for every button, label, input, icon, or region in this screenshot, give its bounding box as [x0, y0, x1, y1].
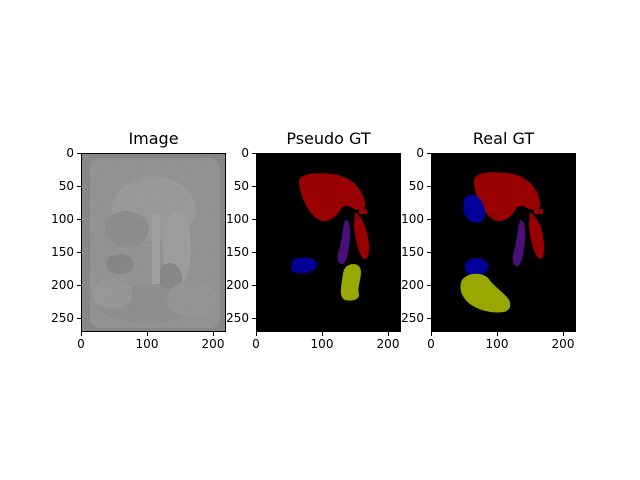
- ytick-label: 250: [51, 311, 74, 325]
- ytick-mark: [77, 285, 81, 286]
- xtick-mark: [322, 332, 323, 336]
- ct-scan-image: [82, 154, 225, 331]
- ytick-label: 100: [51, 212, 74, 226]
- real-gt-axes: [431, 153, 576, 332]
- xtick-mark: [256, 332, 257, 336]
- xtick-mark: [388, 332, 389, 336]
- ytick-label: 200: [226, 278, 249, 292]
- pseudo-gt-axes: [256, 153, 401, 332]
- ytick-label: 0: [66, 146, 74, 160]
- ytick-mark: [427, 219, 431, 220]
- ytick-mark: [252, 153, 256, 154]
- ytick-label: 0: [241, 146, 249, 160]
- blue-segment: [463, 194, 486, 223]
- ytick-mark: [77, 252, 81, 253]
- ytick-mark: [77, 318, 81, 319]
- ytick-mark: [427, 153, 431, 154]
- xtick-label: 200: [551, 337, 575, 351]
- ytick-mark: [77, 219, 81, 220]
- xtick-mark: [497, 332, 498, 336]
- panel-title-real-gt: Real GT: [472, 129, 535, 148]
- ytick-label: 150: [226, 245, 249, 259]
- blue-segment: [464, 258, 489, 276]
- ytick-mark: [252, 252, 256, 253]
- ytick-mark: [427, 186, 431, 187]
- xtick-label: 0: [77, 337, 85, 351]
- red-segment: [529, 212, 545, 260]
- ytick-mark: [427, 252, 431, 253]
- xtick-label: 100: [310, 337, 334, 351]
- ytick-mark: [252, 285, 256, 286]
- ytick-label: 50: [58, 179, 74, 193]
- purple-segment: [337, 219, 351, 265]
- xtick-label: 200: [376, 337, 400, 351]
- pseudo-gt-segmentation: [257, 154, 400, 331]
- panel-title-pseudo-gt: Pseudo GT: [286, 129, 371, 148]
- ytick-label: 0: [416, 146, 424, 160]
- panel-title-image: Image: [128, 129, 179, 148]
- ytick-mark: [77, 153, 81, 154]
- ytick-label: 200: [51, 278, 74, 292]
- ytick-mark: [252, 186, 256, 187]
- xtick-label: 100: [135, 337, 159, 351]
- ytick-label: 150: [401, 245, 424, 259]
- image-axes: [81, 153, 226, 332]
- xtick-mark: [81, 332, 82, 336]
- ytick-label: 50: [233, 179, 249, 193]
- xtick-mark: [431, 332, 432, 336]
- ytick-label: 50: [408, 179, 424, 193]
- purple-segment: [512, 220, 526, 267]
- xtick-mark: [213, 332, 214, 336]
- red-segment: [354, 212, 370, 260]
- yellow-segment: [340, 264, 361, 301]
- ytick-mark: [427, 285, 431, 286]
- ytick-label: 100: [401, 212, 424, 226]
- xtick-label: 0: [252, 337, 260, 351]
- ytick-label: 150: [51, 245, 74, 259]
- real-gt-segmentation: [432, 154, 575, 331]
- xtick-mark: [563, 332, 564, 336]
- ytick-mark: [77, 186, 81, 187]
- ytick-label: 200: [401, 278, 424, 292]
- red-segment: [359, 209, 367, 214]
- xtick-label: 100: [485, 337, 509, 351]
- ytick-mark: [427, 318, 431, 319]
- red-segment: [473, 172, 541, 222]
- ytick-mark: [252, 318, 256, 319]
- ytick-label: 250: [401, 311, 424, 325]
- xtick-label: 200: [201, 337, 225, 351]
- red-segment: [298, 173, 366, 222]
- ytick-label: 100: [226, 212, 249, 226]
- yellow-segment: [460, 273, 511, 313]
- ytick-mark: [252, 219, 256, 220]
- xtick-label: 0: [427, 337, 435, 351]
- ytick-label: 250: [226, 311, 249, 325]
- xtick-mark: [147, 332, 148, 336]
- blue-segment: [290, 257, 318, 274]
- red-segment: [534, 209, 543, 214]
